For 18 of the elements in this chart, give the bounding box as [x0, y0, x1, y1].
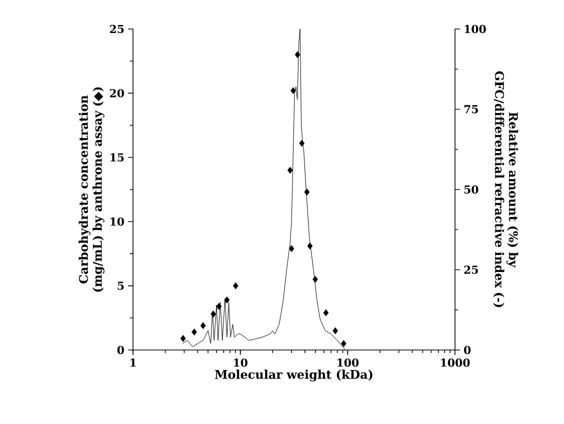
y-tick-label: 20 — [110, 89, 124, 98]
x-tick-label: 1000 — [441, 358, 470, 367]
x-tick-label: 10 — [234, 358, 248, 367]
y2-tick-label: 75 — [464, 105, 478, 114]
y2-tick-label: 25 — [464, 266, 478, 274]
y-axis-title: Carbohydrate concentration (mg/mL) by anthrone assay (◆) — [78, 87, 104, 292]
y2-tick-label: 0 — [464, 346, 471, 354]
y2-axis-title: Relative amount (%) by GFC/differential refractive index (-) — [493, 71, 518, 308]
x-tick-label: 100 — [338, 358, 359, 367]
y-tick-label: 15 — [110, 153, 124, 162]
x-tick-label: 1 — [130, 358, 136, 367]
y-tick-label: 10 — [110, 217, 124, 226]
y-tick-label: 5 — [118, 282, 124, 290]
y-tick-label: 0 — [117, 346, 124, 354]
x-axis-title: Molecular weight (kDa) — [215, 370, 372, 382]
y2-tick-label: 100 — [464, 24, 486, 34]
y-tick-label: 25 — [110, 24, 124, 34]
y2-tick-label: 50 — [464, 185, 478, 194]
